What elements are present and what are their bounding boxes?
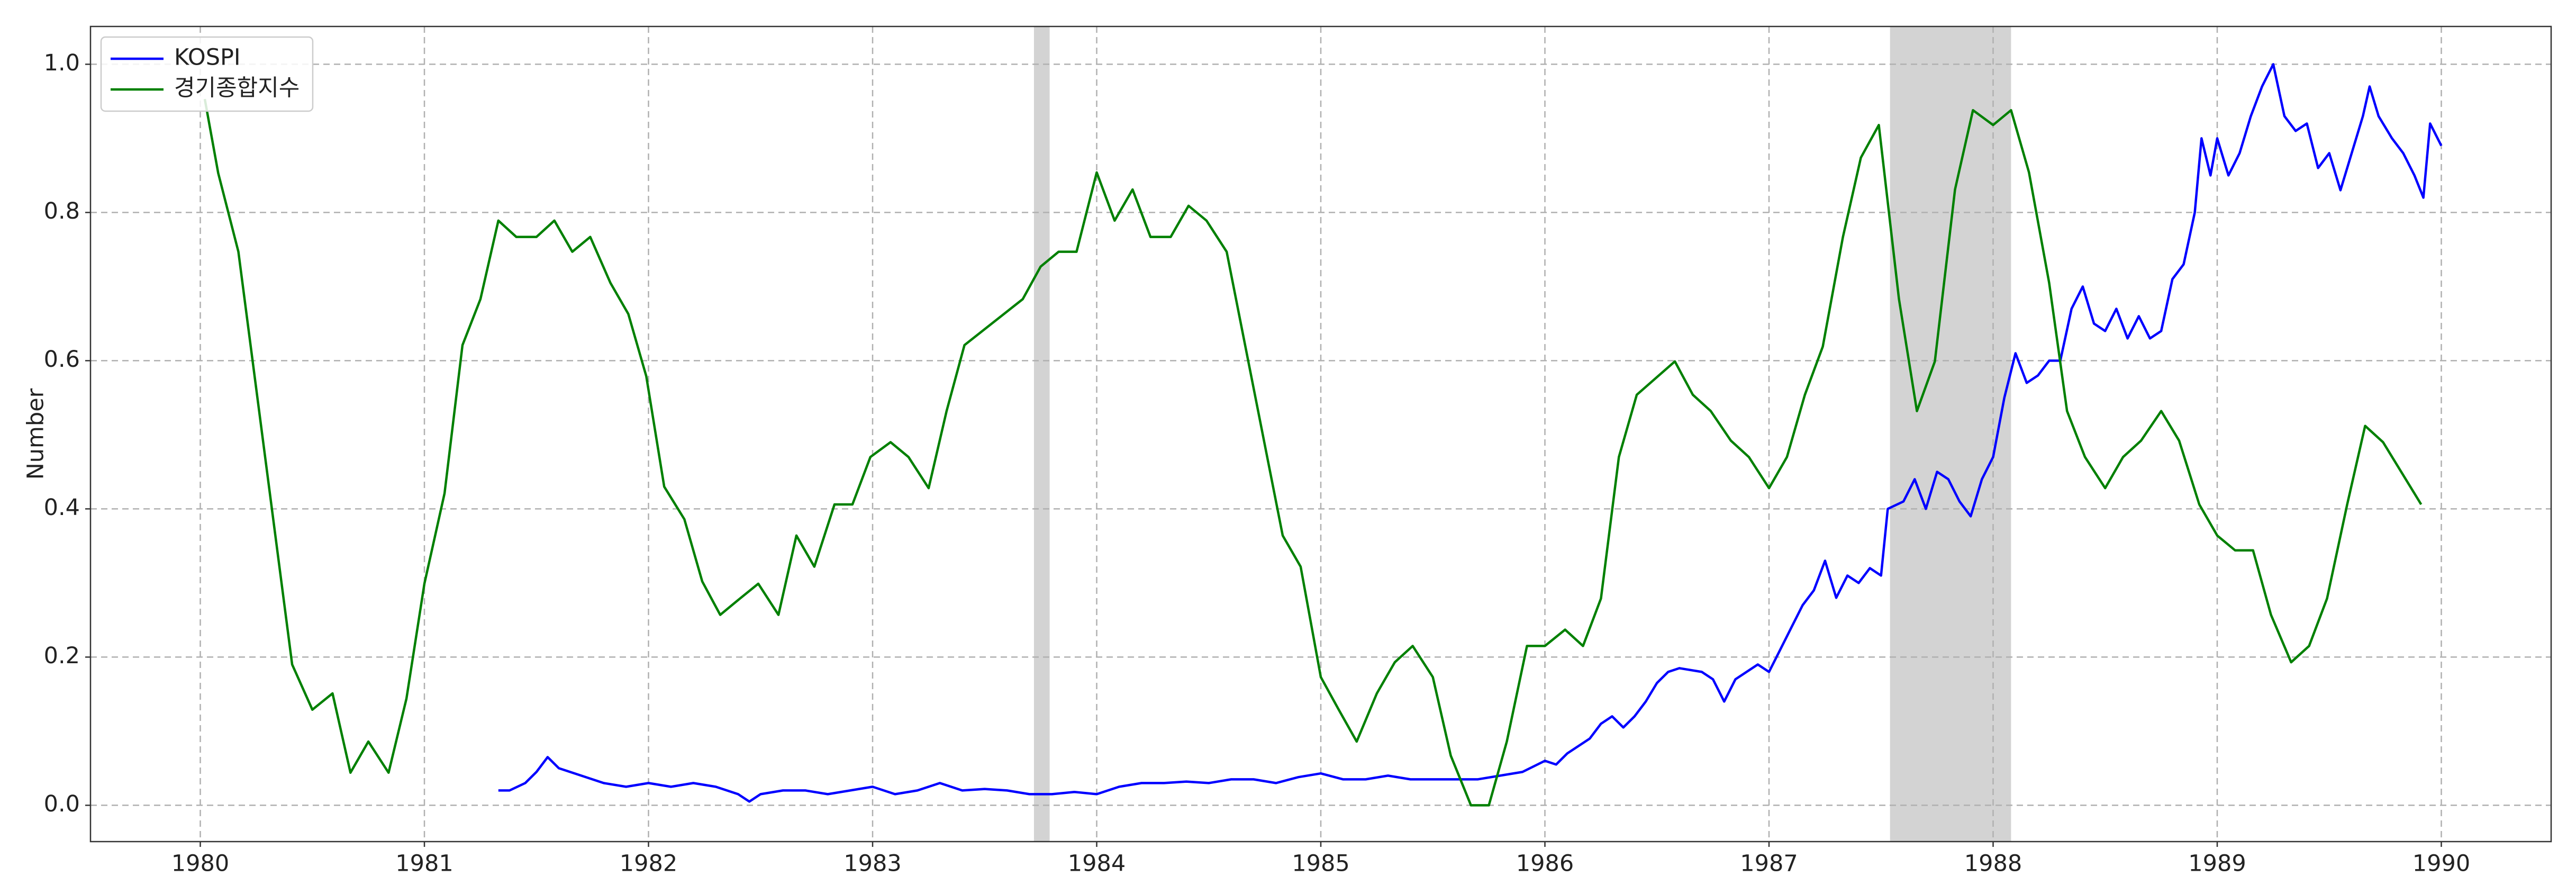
y-axis-label: Number <box>23 388 49 480</box>
x-tick-label: 1987 <box>1740 851 1798 877</box>
legend-label: 경기종합지수 <box>174 75 300 102</box>
shaded-span <box>1033 26 1050 842</box>
x-tick-label: 1986 <box>1516 851 1574 877</box>
x-tick-label: 1989 <box>2188 851 2246 877</box>
x-tick-label: 1984 <box>1068 851 1126 877</box>
x-tick-label: 1990 <box>2412 851 2470 877</box>
legend-box <box>100 36 314 112</box>
y-tick-label: 0.2 <box>44 643 80 669</box>
y-tick-label: 0.6 <box>44 346 80 373</box>
x-tick-label: 1988 <box>1964 851 2022 877</box>
y-tick-label: 0.0 <box>44 791 80 817</box>
y-tick-label: 1.0 <box>44 50 80 76</box>
x-tick-label: 1981 <box>395 851 453 877</box>
legend-label: KOSPI <box>174 44 241 71</box>
x-tick-label: 1982 <box>620 851 677 877</box>
x-tick-label: 1980 <box>171 851 229 877</box>
plot-frame <box>89 25 2552 843</box>
x-tick-label: 1983 <box>843 851 901 877</box>
x-tick-label: 1985 <box>1292 851 1349 877</box>
y-tick-label: 0.4 <box>44 494 80 521</box>
shaded-span <box>1890 26 2011 842</box>
series-line <box>203 98 2423 807</box>
y-tick-label: 0.8 <box>44 198 80 224</box>
series-line <box>498 63 2443 803</box>
